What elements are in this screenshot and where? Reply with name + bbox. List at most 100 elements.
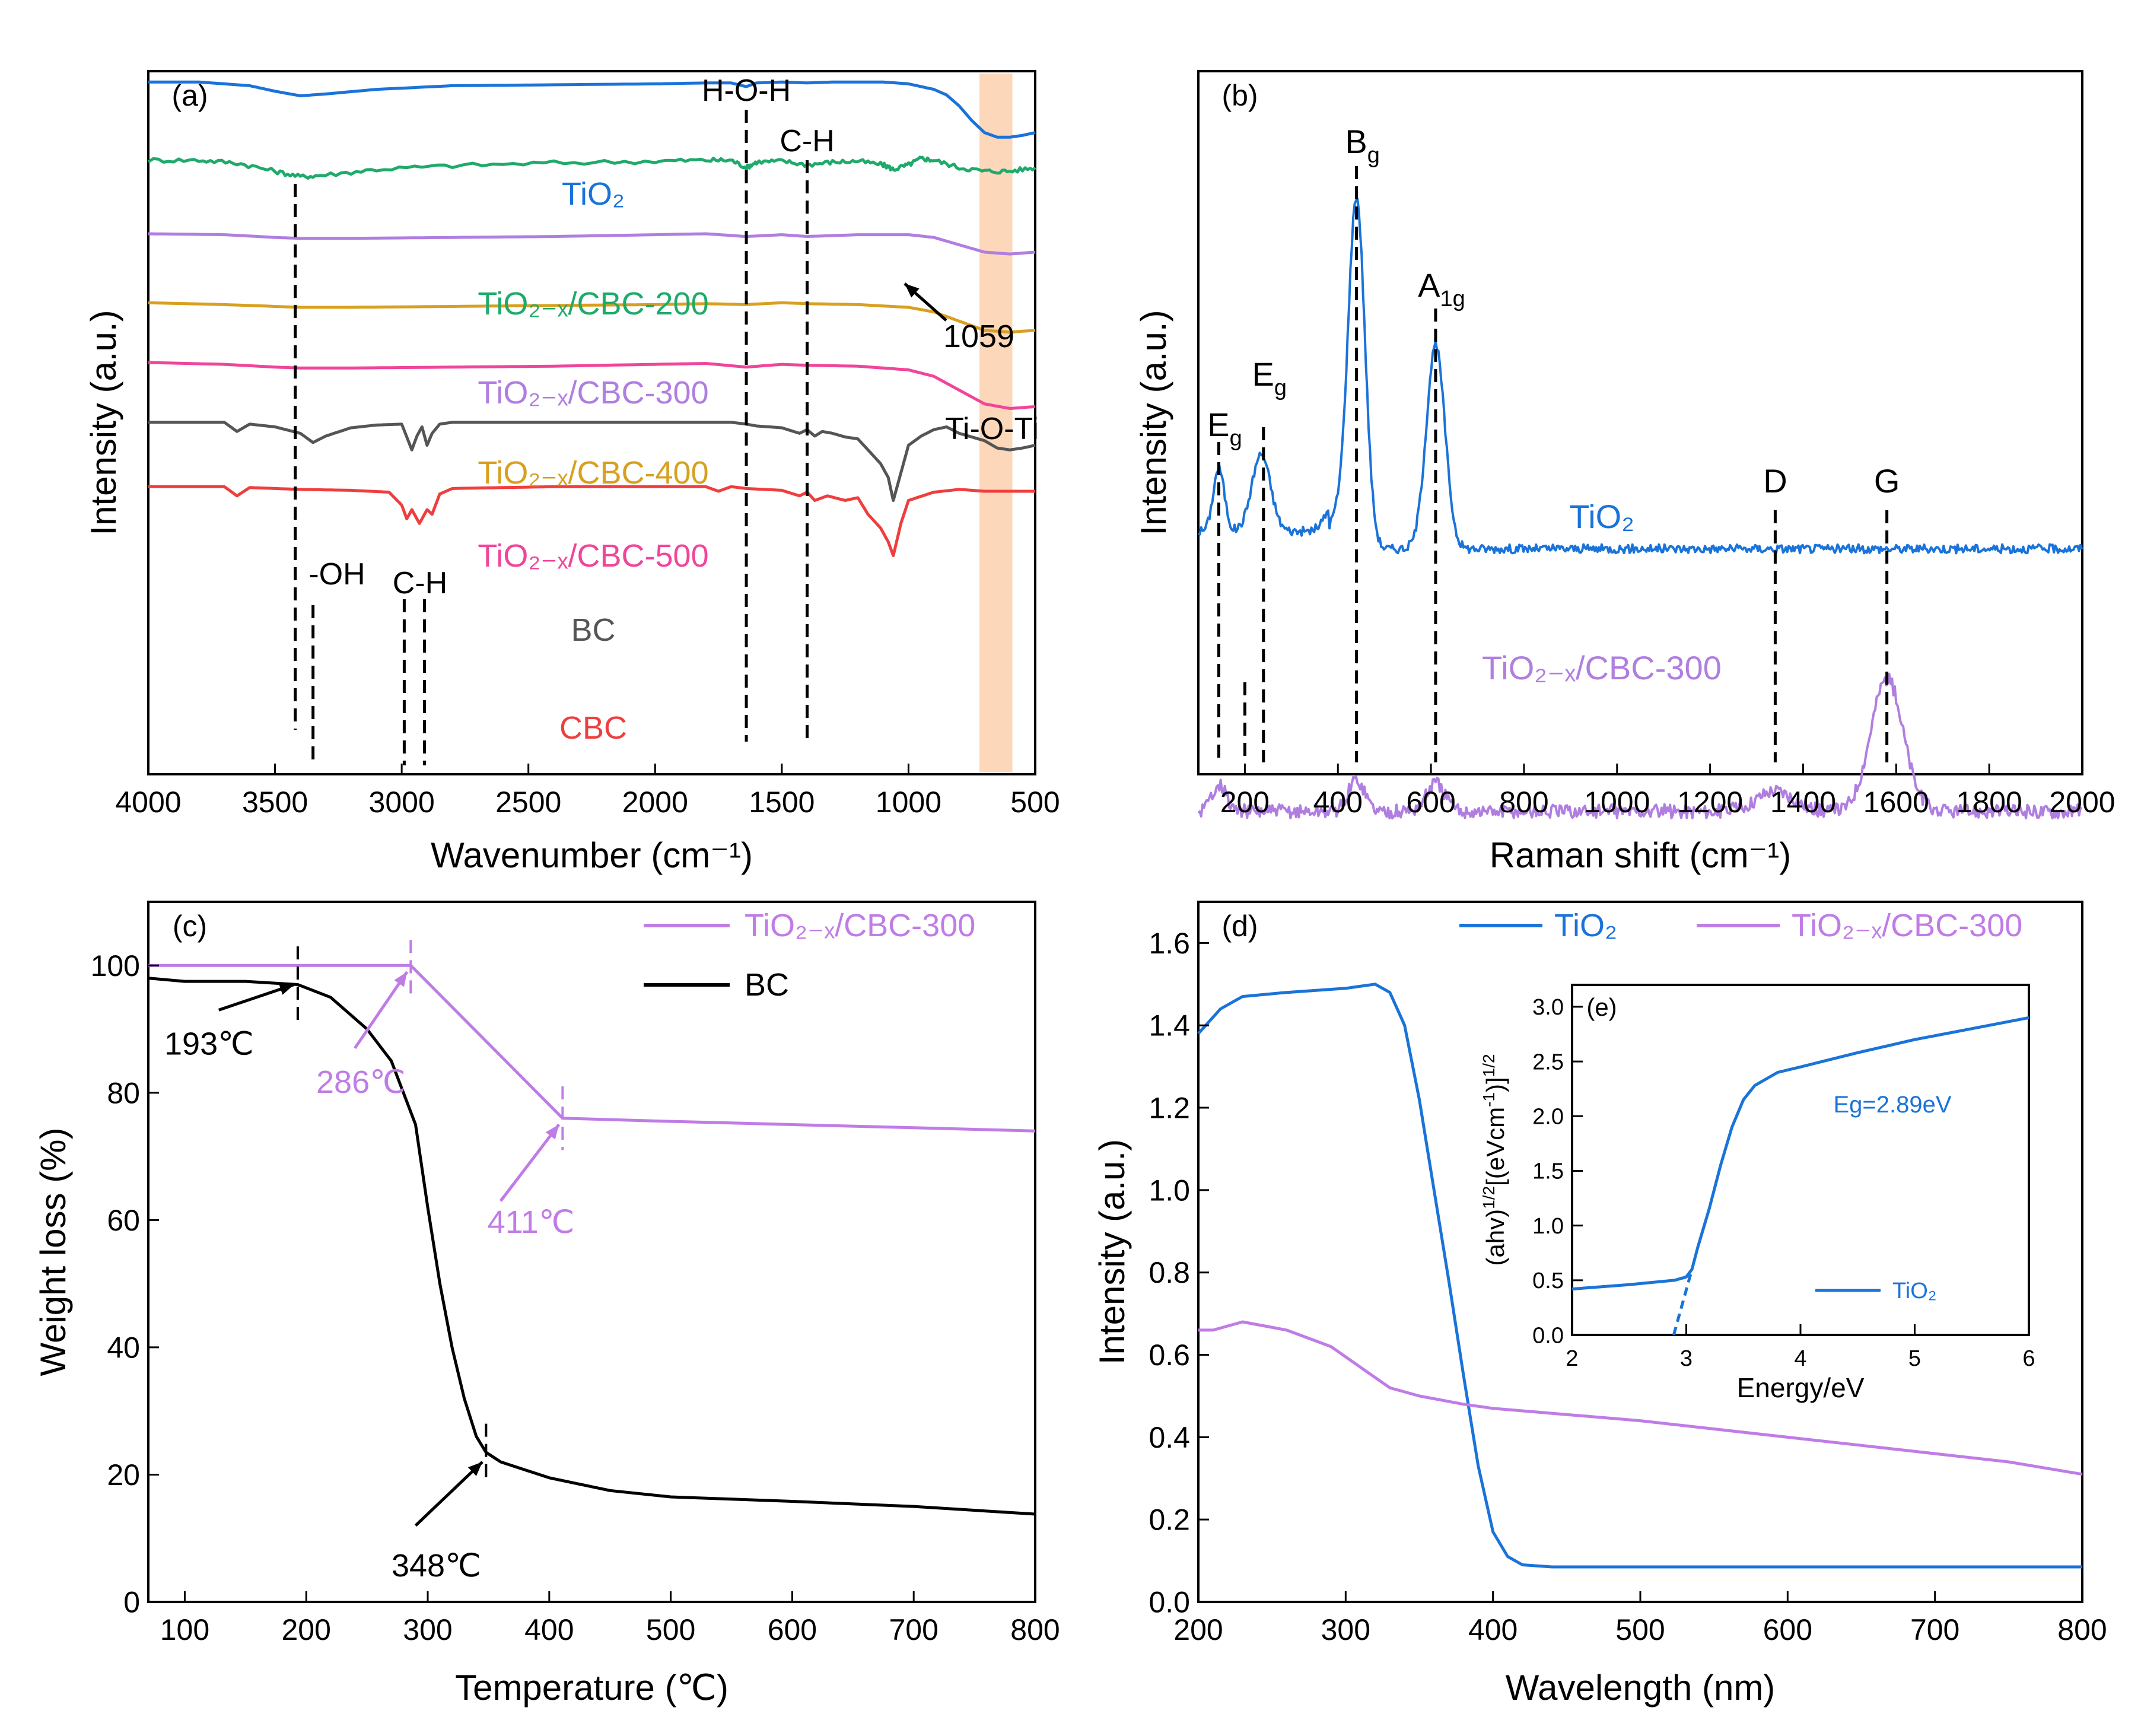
raman-x-tick-label: 2000 — [2049, 786, 2115, 819]
tauc-y-tick-label: 0.5 — [1532, 1268, 1564, 1293]
tga-arrow-193-head — [278, 983, 294, 995]
panel-e-label: (e) — [1586, 993, 1617, 1021]
ftir-series-label: TiO₂₋ₓ/CBC-400 — [478, 455, 708, 491]
ftir-x-tick-label: 3000 — [369, 786, 435, 819]
tga-x-tick-label: 700 — [889, 1613, 938, 1646]
raman-x-tick-label: 600 — [1406, 786, 1455, 819]
uvvis-y-tick-label: 0.2 — [1149, 1503, 1190, 1537]
raman-series-line — [1197, 198, 2083, 555]
ftir-series-line — [147, 155, 1036, 180]
uvvis-x-tick-label: 500 — [1615, 1613, 1665, 1646]
ftir-annotation-1059: 1059 — [943, 319, 1014, 354]
uvvis-y-tick-label: 0.0 — [1149, 1586, 1190, 1619]
ftir-x-tick-label: 1000 — [876, 786, 941, 819]
tga-y-axis-label: Weight loss (%) — [33, 1127, 73, 1376]
tga-arrow-411-head — [545, 1124, 559, 1140]
tauc-y-tick-label: 1.0 — [1532, 1214, 1564, 1239]
tauc-series-line — [1571, 1016, 2029, 1291]
tga-arrow-286 — [354, 971, 409, 1050]
raman-x-axis-label: Raman shift (cm⁻¹) — [1490, 835, 1791, 875]
ftir-annotation-ch: C-H — [780, 124, 834, 158]
tauc-y-tick-label: 3.0 — [1532, 995, 1564, 1020]
ftir-series-label: TiO₂₋ₓ/CBC-500 — [478, 538, 708, 574]
tga-legend-label: TiO₂₋ₓ/CBC-300 — [745, 908, 975, 943]
tauc-tangent-line — [1672, 1268, 1694, 1336]
tga-x-tick-label: 100 — [160, 1613, 209, 1646]
uvvis-legend-label: TiO₂₋ₓ/CBC-300 — [1792, 908, 2022, 943]
uvvis-x-tick-label: 800 — [2057, 1613, 2107, 1646]
ftir-series-label: TiO₂₋ₓ/CBC-300 — [478, 375, 708, 411]
ftir-x-axis-label: Wavenumber (cm⁻¹) — [431, 835, 753, 875]
ftir-series-line — [148, 485, 1035, 557]
uvvis-x-tick-label: 600 — [1763, 1613, 1812, 1646]
ftir-annotation-tioti: Ti-O-Ti — [945, 412, 1039, 446]
uvvis-x-tick-label: 300 — [1321, 1613, 1370, 1646]
tauc-legend-label: TiO₂ — [1892, 1279, 1937, 1303]
raman-y-axis-label: Intensity (a.u.) — [1134, 310, 1173, 535]
ftir-annotation-oh: -OH — [308, 557, 365, 592]
ftir-x-tick-label: 2500 — [495, 786, 561, 819]
panel-c-frame — [147, 901, 1036, 1603]
tga-y-tick-label: 60 — [107, 1204, 140, 1237]
tga-y-tick-label: 100 — [91, 949, 140, 983]
panel-b-frame — [1197, 70, 2083, 775]
tga-arrow-286-head — [394, 972, 408, 987]
uvvis-x-axis-label: Wavelength (nm) — [1506, 1668, 1776, 1708]
raman-peak-label: Eg — [1207, 406, 1242, 451]
tauc-x-tick-label: 5 — [1908, 1346, 1921, 1371]
tga-arrow-348-head — [467, 1462, 483, 1476]
tauc-y-tick-label: 2.0 — [1532, 1105, 1564, 1130]
uvvis-y-tick-label: 1.0 — [1149, 1174, 1190, 1207]
raman-series-line — [1197, 673, 2083, 820]
panel-a-label: (a) — [171, 79, 208, 112]
panel-d-label: (d) — [1221, 910, 1258, 943]
tauc-x-tick-label: 3 — [1680, 1346, 1693, 1371]
ftir-annotation-hoh: H-O-H — [702, 74, 791, 108]
tga-x-axis-label: Temperature (℃) — [455, 1668, 728, 1708]
raman-peak-label: A1g — [1418, 266, 1465, 311]
panel-c-label: (c) — [173, 910, 207, 943]
tga-x-tick-label: 800 — [1010, 1613, 1060, 1646]
ftir-series-label: TiO₂₋ₓ/CBC-200 — [478, 286, 708, 322]
ftir-y-axis-label: Intensity (a.u.) — [84, 310, 123, 535]
uvvis-y-tick-label: 1.6 — [1149, 927, 1190, 960]
tga-y-tick-label: 80 — [107, 1076, 140, 1109]
uvvis-series-line — [1198, 1320, 2083, 1476]
tauc-y-tick-label: 0.0 — [1532, 1323, 1564, 1348]
ftir-series-line — [148, 80, 1036, 139]
raman-peak-label: D — [1763, 462, 1787, 500]
tauc-x-tick-label: 6 — [2022, 1346, 2035, 1371]
tauc-y-axis-label: (ahv)1/2[(eVcm-1)]1/2 — [1480, 1054, 1509, 1266]
raman-x-tick-label: 1200 — [1677, 786, 1743, 819]
tga-marker-label: 411℃ — [488, 1204, 575, 1240]
tga-legend-label: BC — [745, 967, 789, 1003]
tauc-y-tick-label: 1.5 — [1532, 1159, 1564, 1184]
ftir-x-tick-label: 1500 — [749, 786, 815, 819]
uvvis-y-tick-label: 1.2 — [1149, 1092, 1190, 1125]
tga-x-tick-label: 400 — [524, 1613, 574, 1646]
raman-x-tick-label: 400 — [1313, 786, 1363, 819]
tga-x-tick-label: 200 — [282, 1613, 331, 1646]
raman-peak-label: G — [1874, 462, 1900, 500]
ftir-x-tick-label: 500 — [1010, 786, 1060, 819]
ftir-series-label: BC — [571, 612, 615, 648]
ftir-series-line — [148, 232, 1036, 256]
tauc-x-axis-label: Energy/eV — [1737, 1372, 1865, 1403]
tga-y-tick-label: 20 — [107, 1458, 140, 1492]
raman-peak-label: Eg — [1252, 355, 1287, 400]
ftir-1059-arrow-head — [905, 284, 920, 298]
tga-x-tick-label: 500 — [646, 1613, 695, 1646]
ftir-series-line — [148, 361, 1036, 410]
raman-peak-label: Bg — [1345, 123, 1380, 168]
tga-x-tick-label: 300 — [403, 1613, 452, 1646]
raman-x-tick-label: 1400 — [1770, 786, 1836, 819]
tga-y-tick-label: 40 — [107, 1331, 140, 1364]
tioti-band — [979, 74, 1013, 772]
raman-x-tick-label: 1800 — [1957, 786, 2022, 819]
ftir-x-tick-label: 2000 — [622, 786, 688, 819]
ftir-series-line — [148, 301, 1036, 334]
uvvis-y-tick-label: 0.4 — [1149, 1421, 1190, 1454]
panel-b-label: (b) — [1221, 79, 1258, 112]
uvvis-legend-label: TiO₂ — [1554, 908, 1617, 943]
tga-x-tick-label: 600 — [768, 1613, 817, 1646]
